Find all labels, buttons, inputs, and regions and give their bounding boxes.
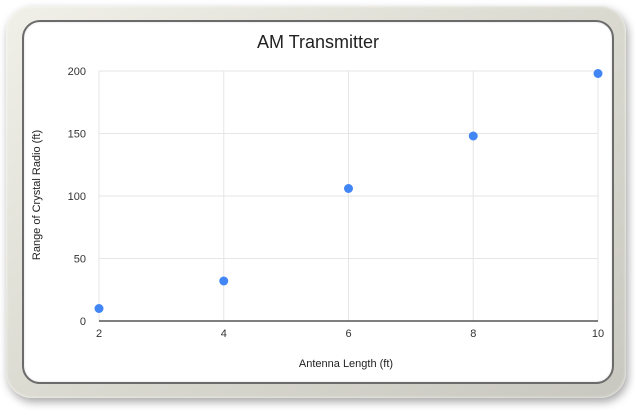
y-tick-label: 100 <box>68 191 86 203</box>
data-point <box>344 184 353 193</box>
x-tick-label: 2 <box>96 328 102 340</box>
chart-title: AM Transmitter <box>257 32 379 52</box>
y-axis-label: Range of Crystal Radio (ft) <box>31 130 43 260</box>
data-point <box>94 304 104 313</box>
x-tick-label: 6 <box>345 328 351 340</box>
x-tick-label: 10 <box>592 328 604 340</box>
data-point <box>593 69 603 78</box>
data-points <box>94 69 603 313</box>
y-tick-label: 50 <box>74 254 86 266</box>
data-point <box>219 276 229 286</box>
y-tick-label: 0 <box>80 316 86 328</box>
x-axis-label: Antenna Length (ft) <box>299 358 393 370</box>
grid-lines <box>98 70 599 321</box>
tick-labels: 0 50 100 150 200 2 4 6 8 10 <box>68 66 604 340</box>
y-tick-label: 200 <box>68 66 86 78</box>
scatter-chart: 0 50 100 150 200 2 4 6 8 10 AM Transmitter Antenn… <box>31 32 604 370</box>
x-tick-label: 4 <box>221 328 227 340</box>
x-tick-label: 8 <box>470 328 476 340</box>
y-tick-label: 150 <box>68 129 86 141</box>
chart-panel: 0 50 100 150 200 2 4 6 8 10 AM Transmitter Antenn… <box>22 20 614 384</box>
data-point <box>468 131 478 141</box>
